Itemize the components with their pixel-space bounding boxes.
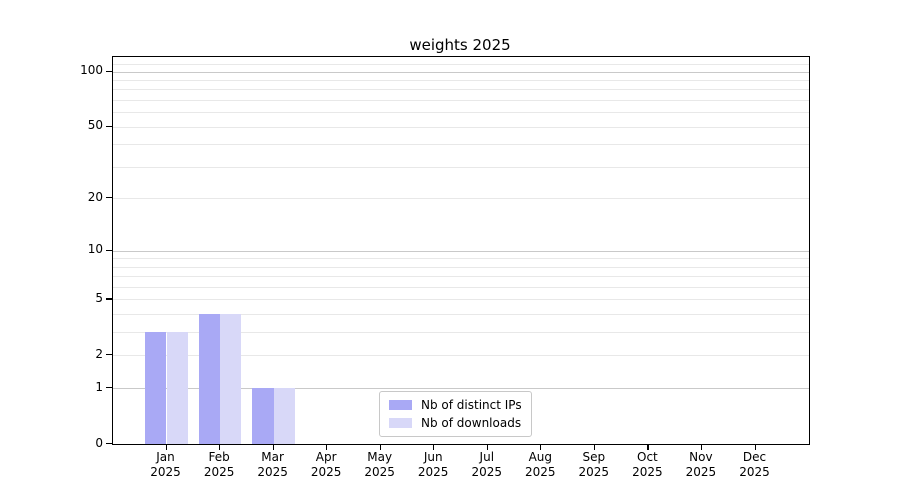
y-tick-mark xyxy=(106,125,112,127)
gridline-minor xyxy=(113,276,809,278)
gridline-minor xyxy=(113,287,809,288)
legend: Nb of distinct IPs Nb of downloads xyxy=(379,391,532,437)
legend-label-distinct-ips: Nb of distinct IPs xyxy=(421,398,522,412)
y-tick-mark xyxy=(106,298,112,300)
y-tick-mark xyxy=(106,70,112,72)
x-tick-mark xyxy=(433,444,435,450)
gridline-minor xyxy=(113,64,809,65)
x-tick-label: Jul 2025 xyxy=(471,450,503,479)
y-tick-label: 20 xyxy=(87,189,103,204)
x-tick-label: Nov 2025 xyxy=(685,450,717,479)
y-tick-label: 5 xyxy=(95,290,103,305)
gridline-minor xyxy=(113,198,809,200)
x-tick-label: Jun 2025 xyxy=(417,450,449,479)
gridline-minor xyxy=(113,112,809,114)
x-tick-label: Oct 2025 xyxy=(632,450,663,479)
gridline-minor xyxy=(113,89,809,91)
x-tick-label: May 2025 xyxy=(364,450,395,479)
x-tick-mark xyxy=(700,444,703,450)
gridline-minor xyxy=(113,100,809,101)
x-tick-mark xyxy=(540,444,542,450)
gridline-minor xyxy=(113,80,809,81)
gridline-minor xyxy=(113,332,809,334)
x-tick-label: Aug 2025 xyxy=(525,450,556,479)
legend-swatch-downloads xyxy=(389,418,412,428)
x-tick-mark xyxy=(219,444,221,450)
gridline-minor xyxy=(113,314,809,316)
legend-item-downloads: Nb of downloads xyxy=(389,416,522,430)
gridline-major xyxy=(113,71,809,73)
gridline-major xyxy=(113,388,809,390)
bar-distinct-ips-feb xyxy=(198,314,221,444)
y-tick-label: 100 xyxy=(80,63,103,78)
x-tick-label: Jan 2025 xyxy=(150,450,181,479)
y-tick-mark xyxy=(106,387,112,389)
y-tick-mark xyxy=(106,443,112,445)
legend-item-distinct-ips: Nb of distinct IPs xyxy=(389,398,522,412)
y-tick-label: 2 xyxy=(95,346,103,361)
x-tick-mark xyxy=(647,444,649,450)
gridline-minor xyxy=(113,144,809,146)
x-tick-label: Apr 2025 xyxy=(310,450,342,479)
plot-area: Nb of distinct IPs Nb of downloads xyxy=(112,56,810,445)
gridline-major xyxy=(113,250,809,252)
y-tick-label: 0 xyxy=(95,435,103,450)
y-tick-mark xyxy=(106,354,112,356)
chart-title: weights 2025 xyxy=(409,36,511,54)
bar-downloads-feb xyxy=(220,314,242,444)
x-tick-label: Dec 2025 xyxy=(739,450,770,479)
gridline-minor xyxy=(113,258,809,260)
bar-downloads-jan xyxy=(166,332,188,444)
x-tick-mark xyxy=(593,444,595,450)
x-tick-label: Feb 2025 xyxy=(203,450,235,479)
y-tick-mark xyxy=(106,249,112,251)
x-tick-mark xyxy=(165,444,167,450)
y-tick-label: 10 xyxy=(87,242,103,256)
gridline-minor xyxy=(113,355,809,357)
bar-distinct-ips-jan xyxy=(145,332,167,444)
bar-distinct-ips-mar xyxy=(252,388,274,444)
x-tick-mark xyxy=(379,444,381,450)
legend-label-downloads: Nb of downloads xyxy=(421,416,522,430)
bar-downloads-mar xyxy=(273,388,295,444)
gridline-minor xyxy=(113,299,809,301)
x-tick-mark xyxy=(754,444,756,450)
x-tick-mark xyxy=(486,444,488,450)
y-tick-label: 1 xyxy=(95,379,103,394)
x-tick-mark xyxy=(326,444,328,450)
y-tick-label: 50 xyxy=(87,118,103,133)
gridline-minor xyxy=(113,266,809,268)
x-tick-mark xyxy=(272,444,274,450)
x-tick-label: Mar 2025 xyxy=(257,450,288,479)
legend-swatch-distinct-ips xyxy=(389,400,412,410)
gridline-minor xyxy=(113,166,809,168)
y-tick-mark xyxy=(106,197,112,199)
gridline-minor xyxy=(113,126,809,128)
x-tick-label: Sep 2025 xyxy=(578,450,610,479)
